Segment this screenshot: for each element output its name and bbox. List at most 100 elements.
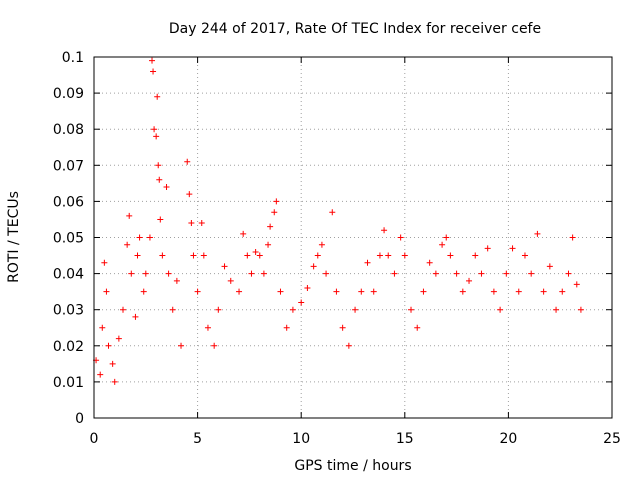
data-point: [103, 288, 110, 295]
data-point: [503, 270, 510, 277]
data-point: [132, 313, 139, 320]
y-tick-label: 0.05: [53, 231, 84, 247]
y-tick-label: 0.02: [53, 339, 84, 355]
data-point: [128, 270, 135, 277]
data-point: [265, 241, 272, 248]
data-point: [459, 288, 466, 295]
data-point: [149, 57, 156, 64]
data-point: [534, 230, 541, 237]
data-point: [244, 252, 251, 259]
data-point: [105, 342, 112, 349]
data-point: [352, 306, 359, 313]
data-point: [577, 306, 584, 313]
data-point: [540, 288, 547, 295]
data-point: [260, 270, 267, 277]
data-point: [142, 270, 149, 277]
data-point: [124, 241, 131, 248]
data-point: [146, 234, 153, 241]
data-point: [408, 306, 415, 313]
axis-ticks: [93, 56, 613, 419]
y-tick-label: 0.1: [62, 50, 84, 66]
y-tick-label: 0: [75, 411, 84, 427]
data-point: [204, 324, 211, 331]
data-point: [157, 216, 164, 223]
data-point: [99, 324, 106, 331]
data-point: [190, 252, 197, 259]
data-point: [154, 93, 161, 100]
y-tick-labels: 0 0.01 0.02 0.03 0.04 0.05 0.06 0.07 0.08 0.09 0.1: [53, 50, 84, 427]
data-point: [97, 371, 104, 378]
data-point: [376, 252, 383, 259]
data-point: [573, 281, 580, 288]
data-point: [283, 324, 290, 331]
data-point: [236, 288, 243, 295]
data-point: [453, 270, 460, 277]
data-point: [126, 212, 133, 219]
data-point: [188, 220, 195, 227]
data-point: [381, 227, 388, 234]
data-point: [273, 198, 280, 205]
data-point: [277, 288, 284, 295]
data-point: [155, 162, 162, 169]
x-tick-label: 15: [396, 431, 414, 447]
data-point: [256, 252, 263, 259]
data-point: [267, 223, 274, 230]
data-point: [150, 68, 157, 75]
x-tick-labels: 0 5 10 15 20 25: [90, 431, 621, 447]
data-point: [240, 230, 247, 237]
data-point: [115, 335, 122, 342]
data-point: [447, 252, 454, 259]
data-point: [432, 270, 439, 277]
y-tick-label: 0.07: [53, 158, 84, 174]
data-point: [101, 259, 108, 266]
data-point: [198, 220, 205, 227]
data-point: [565, 270, 572, 277]
data-point: [134, 252, 141, 259]
data-point: [151, 126, 158, 133]
data-point: [169, 306, 176, 313]
data-point: [304, 285, 311, 292]
data-point: [339, 324, 346, 331]
data-point: [521, 252, 528, 259]
x-tick-label: 5: [193, 431, 202, 447]
data-point: [194, 288, 201, 295]
y-tick-label: 0.08: [53, 122, 84, 138]
data-point: [329, 209, 336, 216]
data-point: [156, 176, 163, 183]
data-point: [509, 245, 516, 252]
data-point: [358, 288, 365, 295]
data-point: [111, 378, 118, 385]
data-point: [248, 270, 255, 277]
data-point: [553, 306, 560, 313]
data-point: [370, 288, 377, 295]
x-tick-label: 10: [292, 431, 310, 447]
grid: [94, 57, 612, 418]
data-point: [569, 234, 576, 241]
data-point: [252, 248, 259, 255]
data-point: [385, 252, 392, 259]
data-point: [414, 324, 421, 331]
data-point: [136, 234, 143, 241]
y-tick-label: 0.01: [53, 375, 84, 391]
data-point: [298, 299, 305, 306]
data-point: [159, 252, 166, 259]
data-point: [109, 360, 116, 367]
data-points: [93, 57, 584, 385]
x-tick-label: 20: [499, 431, 517, 447]
data-point: [559, 288, 566, 295]
data-point: [165, 270, 172, 277]
data-point: [364, 259, 371, 266]
y-tick-label: 0.09: [53, 86, 84, 102]
data-point: [310, 263, 317, 270]
data-point: [426, 259, 433, 266]
y-axis-label: ROTI / TECUs: [6, 191, 22, 283]
data-point: [420, 288, 427, 295]
data-point: [397, 234, 404, 241]
data-point: [184, 158, 191, 165]
y-tick-label: 0.04: [53, 267, 84, 283]
data-point: [472, 252, 479, 259]
x-tick-label: 25: [603, 431, 621, 447]
data-point: [515, 288, 522, 295]
x-tick-label: 0: [90, 431, 99, 447]
